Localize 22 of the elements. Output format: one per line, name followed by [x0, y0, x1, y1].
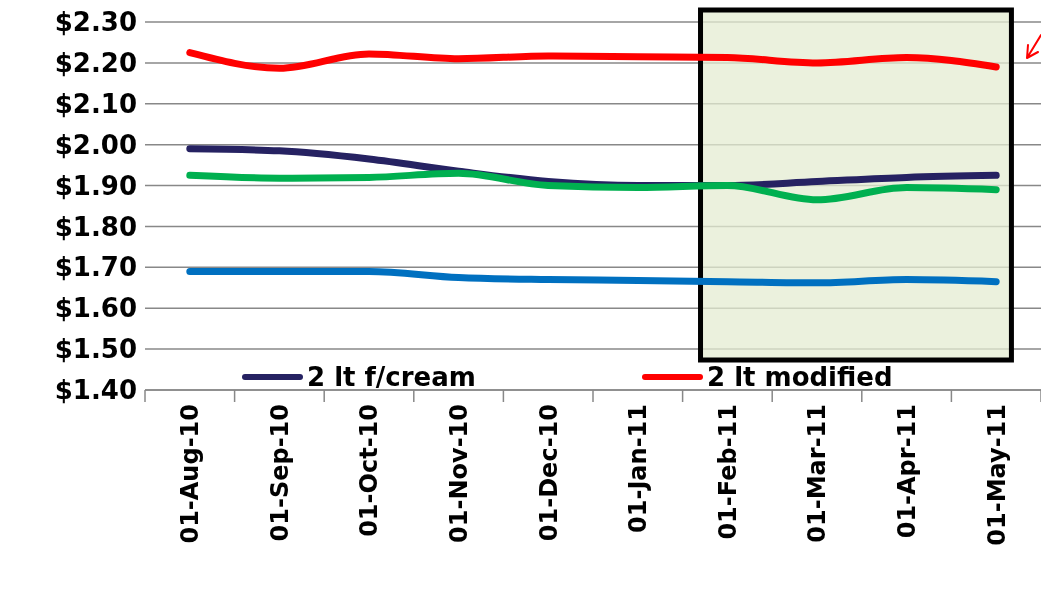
y-tick-label: $2.10 [54, 88, 137, 119]
x-tick-label: 01-Nov-10 [445, 404, 473, 543]
legend-label: 2 lt modified [707, 362, 893, 393]
x-tick-label: 01-Sep-10 [265, 404, 294, 542]
x-tick-label: 01-Dec-10 [534, 404, 563, 542]
x-tick-label: 01-Aug-10 [176, 404, 205, 544]
y-tick-label: $1.50 [54, 334, 137, 365]
x-tick-label: 01-Jan-11 [624, 404, 653, 533]
x-tick-label: 01-Oct-10 [355, 404, 384, 537]
x-tick-label: 01-Apr-11 [893, 404, 921, 539]
y-tick-label: $2.00 [54, 129, 137, 160]
y-tick-label: $1.90 [54, 170, 137, 201]
legend-label: 2 lt f/cream [307, 362, 476, 393]
y-tick-label: $2.20 [54, 47, 137, 78]
y-tick-label: $1.70 [54, 252, 137, 283]
y-tick-label: $1.40 [54, 375, 137, 406]
x-tick-label: 01-May-11 [982, 404, 1011, 546]
y-tick-label: $2.30 [54, 7, 137, 38]
x-tick-label: 01-Feb-11 [713, 404, 742, 540]
y-tick-label: $1.60 [54, 293, 137, 324]
x-tick-label: 01-Mar-11 [803, 404, 832, 543]
y-tick-label: $1.80 [54, 211, 137, 242]
